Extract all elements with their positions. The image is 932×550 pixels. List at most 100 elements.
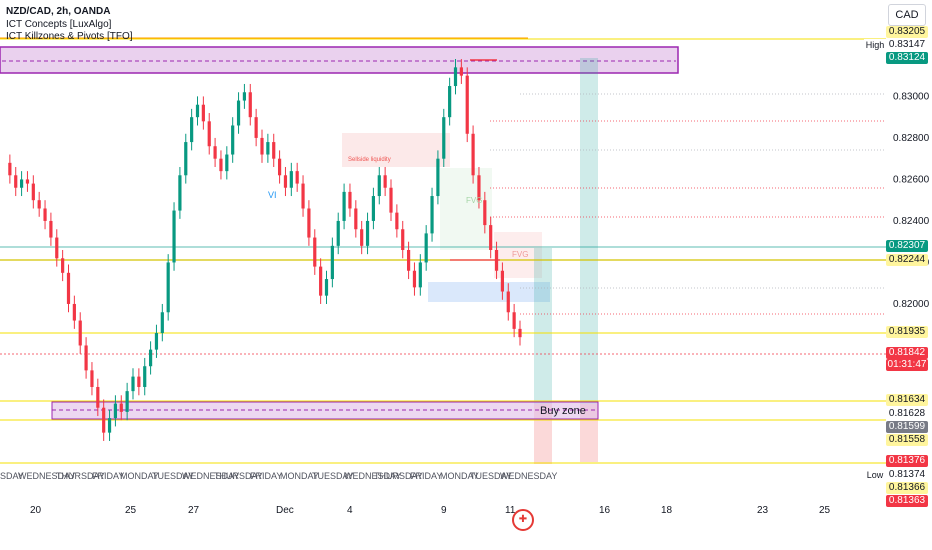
candle-body [154,333,159,350]
blue-box [428,282,550,302]
candle-body [494,250,499,271]
sellside-liquidity-label: Sellside liquidity [348,157,391,163]
candle-body [125,391,129,412]
candle-body [518,328,522,338]
date-label: 16 [599,505,611,516]
candle-body [424,233,428,263]
currency-button[interactable]: CAD [888,4,926,26]
y-tick-label: 0.82400 [893,216,930,227]
date-label: 25 [125,505,137,516]
candle-body [465,75,469,134]
candle-body [354,208,358,230]
candle-body [283,175,288,188]
candle-body [289,171,293,188]
date-label: 27 [188,505,200,516]
candle-body [371,196,376,221]
candle-body [43,208,47,221]
candle-body [395,212,399,230]
candle-body [225,154,229,172]
price-tag: 0.81366 [886,482,928,494]
price-tag: 0.81628 [886,408,928,420]
candle-body [148,349,153,367]
candle-body [401,229,405,250]
candle-body [131,376,135,392]
candle-body [55,237,59,259]
candle-body [383,175,387,188]
candle-body [406,250,411,271]
candle-body [266,142,270,155]
candle-body [389,187,393,213]
date-label: 9 [441,505,447,516]
weekday-label: THURSDAY [56,471,105,481]
price-tag: 0.82307 [886,240,928,252]
candle-body [313,237,317,267]
canada-flag-icon[interactable]: ✚ [512,509,534,531]
candle-body [84,345,88,371]
candle-body [272,142,276,159]
candle-body [184,142,188,176]
weekday-label: FRIDAY [92,471,125,481]
candle-body [330,245,334,280]
price-tag: 01:31:47 [886,359,928,371]
chart-legend: NZD/CAD, 2h, OANDA ICT Concepts [LuxAlgo… [6,6,133,44]
candle-body [113,403,118,419]
price-tag: 0.81634 [886,394,928,406]
candle-body [8,162,12,176]
candle-body [277,158,282,176]
price-tag: 0.83124 [886,52,928,64]
candle-body [360,229,364,246]
candle-body [301,183,305,209]
weekday-label: TUESDAY [312,471,354,481]
candle-body [319,266,323,296]
price-tag: 0.82244 [886,254,928,266]
candle-body [448,86,452,118]
candle-body [190,117,194,143]
candle-body [489,225,493,250]
weekday-label: FRIDAY [250,471,283,481]
candle-body [25,179,30,184]
supply-zone [0,46,679,74]
y-tick-label: 0.82600 [893,174,930,185]
indicator-luxalgo[interactable]: ICT Concepts [LuxAlgo] [6,18,112,30]
price-tag-label: Low [864,469,886,481]
price-tag: 0.83147 [886,39,928,51]
candle-body [348,191,352,209]
candle-body [90,370,94,387]
price-tag-label: High [864,39,886,51]
price-tag: 0.81376 [886,455,928,467]
candle-body [436,158,440,197]
candle-body [143,366,147,387]
candle-body [418,262,422,288]
candle-body [477,175,481,201]
buy-zone-label: Buy zone [540,405,586,417]
date-label: Dec [276,505,294,516]
candle-body [242,92,247,101]
candle-body [442,117,446,159]
candle-body [248,92,252,118]
candle-body [78,320,82,346]
candle-body [137,376,141,387]
vi-label: VI [268,190,277,200]
fvg-label-1: FVG [466,196,482,205]
long-position-1-target [534,248,552,404]
candle-body [506,291,510,313]
candle-body [119,403,123,412]
date-label: 20 [30,505,42,516]
candle-body [260,137,264,155]
date-label: 18 [661,505,673,516]
candle-body [219,158,223,172]
candle-body [500,270,505,292]
candle-body [459,67,463,76]
price-tag: 0.81374 [886,469,928,481]
candle-body [453,67,458,87]
indicator-killzones[interactable]: ICT Killzones & Pivots [TFO] [6,31,133,42]
date-label: 23 [757,505,769,516]
date-label: 11 [505,505,516,516]
candle-body [471,133,475,176]
weekday-label: TUESDAY [0,471,24,481]
chart-zones [0,37,886,464]
symbol-title[interactable]: NZD/CAD, 2h, OANDA [6,6,111,17]
candle-body [37,200,41,209]
weekday-label: WEDNESDAY [344,471,402,481]
